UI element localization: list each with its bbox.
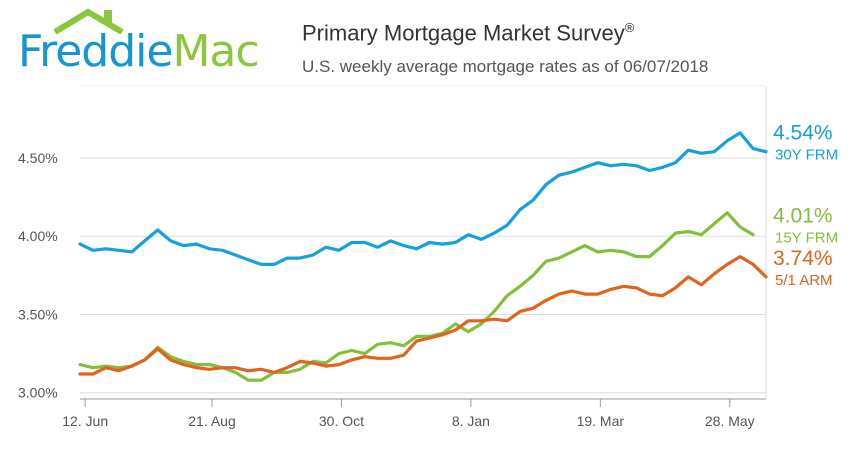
house-roof-icon xyxy=(53,8,124,34)
x-tick-label: 19. Mar xyxy=(577,413,625,429)
y-tick-label: 3.00% xyxy=(18,385,58,401)
y-tick-label: 4.00% xyxy=(18,228,58,244)
registered-mark: ® xyxy=(624,20,635,35)
end-value-label-arm: 3.74% xyxy=(773,247,833,270)
x-tick-label: 28. May xyxy=(705,413,755,429)
y-tick-label: 4.50% xyxy=(18,150,58,166)
chart-title-text: Primary Mortgage Market Survey xyxy=(302,20,625,46)
x-tick-label: 8. Jan xyxy=(452,413,490,429)
x-tick-label: 30. Oct xyxy=(319,413,364,429)
series-name-label-15y: 15Y FRM xyxy=(775,230,838,247)
series-line-30y xyxy=(78,131,768,266)
chart-subtitle: U.S. weekly average mortgage rates as of… xyxy=(302,57,709,76)
series-name-label-30y: 30Y FRM xyxy=(775,147,838,164)
end-value-label-30y: 4.54% xyxy=(773,122,833,145)
x-tick-label: 12. Jun xyxy=(62,413,108,429)
freddie-mac-logo: FreddieMac xyxy=(18,8,278,78)
y-tick-label: 3.50% xyxy=(18,306,58,322)
x-tick-label: 21. Aug xyxy=(188,413,236,429)
end-value-label-15y: 4.01% xyxy=(773,205,833,228)
series-name-label-arm: 5/1 ARM xyxy=(775,272,833,289)
series-line-arm xyxy=(78,255,768,376)
chart-title: Primary Mortgage Market Survey® xyxy=(302,20,634,46)
brand-wordmark: FreddieMac xyxy=(18,26,260,77)
brand-part-freddie: Freddie xyxy=(18,26,173,77)
brand-part-mac: Mac xyxy=(172,26,259,77)
series-line-15y xyxy=(78,211,755,382)
